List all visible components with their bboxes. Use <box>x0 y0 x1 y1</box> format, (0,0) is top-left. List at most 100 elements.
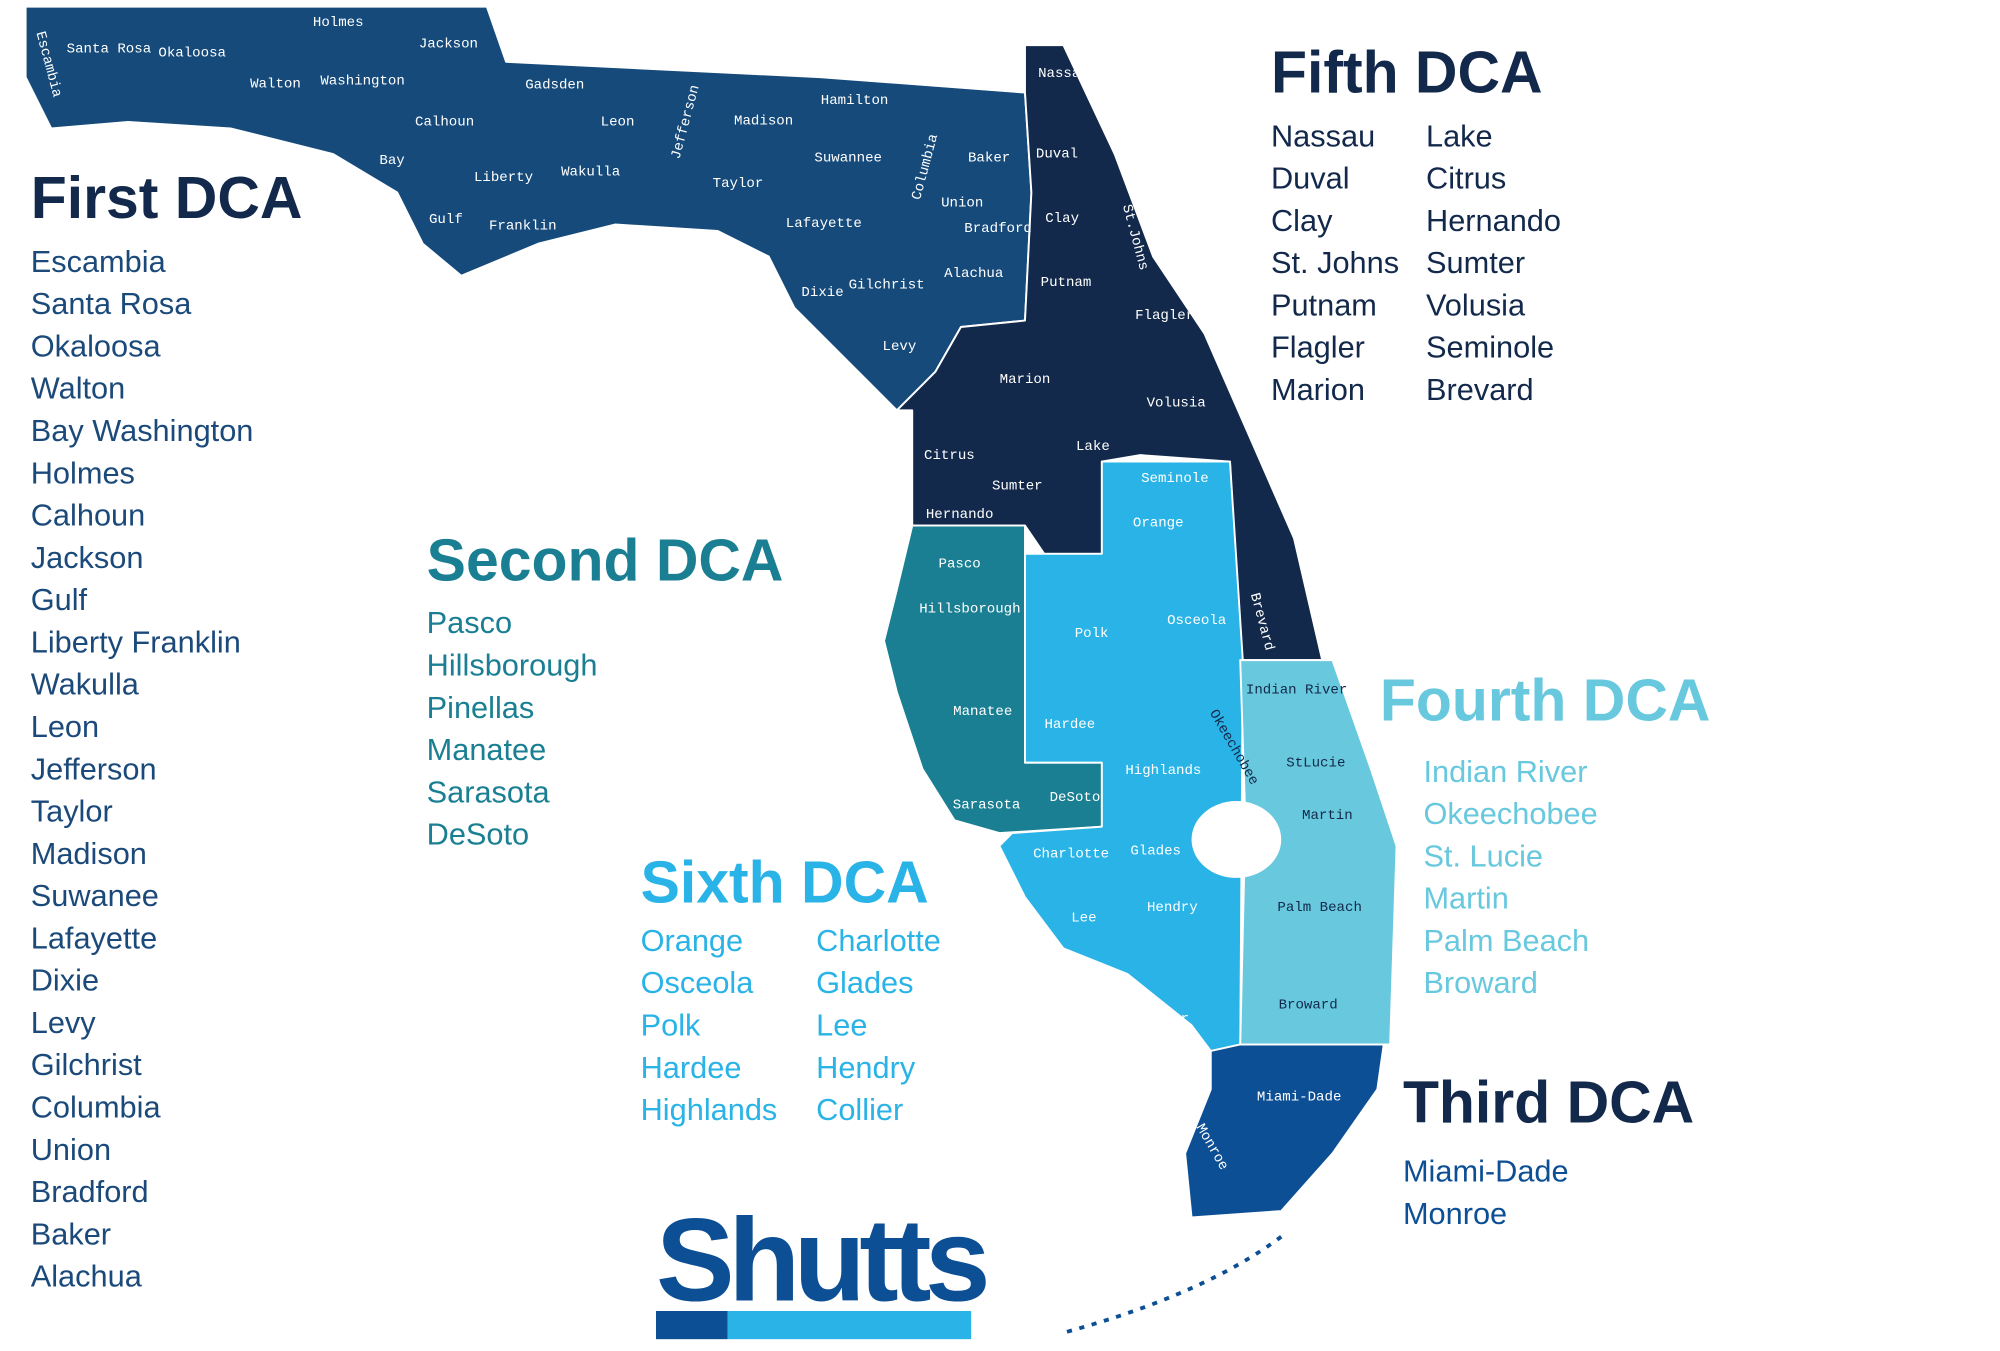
county-item: Jefferson <box>31 751 157 786</box>
regions <box>24 5 1398 1335</box>
county-label: Glades <box>1130 844 1181 860</box>
county-label: Highlands <box>1125 763 1201 779</box>
county-label: Alachua <box>944 266 1003 282</box>
county-label: Osceola <box>1167 613 1226 629</box>
county-item: Leon <box>31 709 99 744</box>
county-item: St. Johns <box>1271 245 1399 280</box>
district-title: First DCA <box>31 166 303 231</box>
county-item: Pinellas <box>427 690 535 725</box>
county-item: Nassau <box>1271 118 1375 153</box>
county-label: Franklin <box>489 219 557 235</box>
county-item: DeSoto <box>427 817 530 852</box>
county-item: Wakulla <box>31 667 140 702</box>
county-label: Pasco <box>939 557 981 573</box>
florida-keys <box>1062 1235 1283 1335</box>
county-label: Duval <box>1036 147 1078 163</box>
county-label: Lee <box>1071 910 1096 926</box>
county-item: Columbia <box>31 1090 162 1125</box>
county-label: Liberty <box>474 170 533 186</box>
county-item: Manatee <box>427 732 547 767</box>
county-item: Brevard <box>1426 372 1534 407</box>
logo-text: Shutts <box>656 1194 986 1326</box>
county-item: Walton <box>31 371 126 406</box>
county-label: Indian River <box>1246 682 1347 698</box>
county-label: Lake <box>1076 439 1110 455</box>
county-item: Jackson <box>31 540 144 575</box>
county-label: Calhoun <box>415 115 474 131</box>
county-item: Martin <box>1423 881 1508 916</box>
county-label: Clay <box>1045 211 1079 227</box>
county-item: Clay <box>1271 203 1333 238</box>
county-label: Gadsden <box>525 78 584 94</box>
district-title: Fourth DCA <box>1380 668 1711 733</box>
county-item: Alachua <box>31 1259 143 1294</box>
county-item: Palm Beach <box>1423 923 1589 958</box>
district-lists: First DCA Escambia Santa Rosa Okaloosa Walto… <box>31 41 1711 1294</box>
county-label: Taylor <box>713 176 764 192</box>
county-item: Monroe <box>1403 1196 1507 1231</box>
county-label: Charlotte <box>1033 846 1109 862</box>
county-label: Gilchrist <box>849 277 925 293</box>
county-label: Baker <box>968 151 1010 167</box>
county-label: Broward <box>1279 997 1338 1013</box>
county-item: Highlands <box>641 1092 778 1127</box>
county-label: Seminole <box>1141 471 1209 487</box>
county-item: Calhoun <box>31 498 145 533</box>
county-label: Suwannee <box>814 151 882 167</box>
county-label: Madison <box>734 113 793 129</box>
county-item: Taylor <box>31 794 113 829</box>
county-label: Washington <box>320 74 404 90</box>
county-label: Polk <box>1075 626 1109 642</box>
district-title: Fifth DCA <box>1271 41 1543 106</box>
county-label: DeSoto <box>1050 790 1101 806</box>
county-label: StLucie <box>1286 755 1345 771</box>
county-item: Okaloosa <box>31 328 162 363</box>
county-label: Okaloosa <box>158 46 226 62</box>
district-title: Third DCA <box>1403 1071 1694 1136</box>
county-label: Jackson <box>419 37 478 53</box>
logo-bar-light <box>727 1310 972 1340</box>
county-item: Duval <box>1271 161 1350 196</box>
county-label: Orange <box>1133 516 1184 532</box>
county-label: Miami-Dade <box>1257 1090 1341 1106</box>
county-label: Marion <box>1000 372 1051 388</box>
logo-bar-dark <box>655 1310 728 1340</box>
county-item: Seminole <box>1426 330 1554 365</box>
county-item: Levy <box>31 1005 97 1040</box>
county-item: Baker <box>31 1216 111 1251</box>
county-label: Sumter <box>992 479 1043 495</box>
lake-okeechobee <box>1191 801 1282 878</box>
county-item: Hendry <box>816 1050 916 1085</box>
county-item: Hernando <box>1426 203 1561 238</box>
county-item: Holmes <box>31 455 135 490</box>
county-item: Lafayette <box>31 920 157 955</box>
county-label: Union <box>941 195 983 211</box>
county-item: Hardee <box>641 1050 742 1085</box>
county-item: Bay Washington <box>31 413 254 448</box>
sixth-dca-region <box>998 460 1244 1052</box>
county-label: Citrus <box>924 448 975 464</box>
county-item: Sarasota <box>427 774 551 809</box>
county-item: Charlotte <box>816 923 941 958</box>
county-item: Glades <box>816 965 913 1000</box>
district-title: Second DCA <box>427 529 784 594</box>
county-label: Santa Rosa <box>67 42 151 58</box>
county-item: Bradford <box>31 1174 149 1209</box>
county-label: Collier <box>1130 1012 1189 1028</box>
county-label: Gulf <box>429 212 463 228</box>
county-item: Sumter <box>1426 245 1525 280</box>
county-item: Suwanee <box>31 878 159 913</box>
county-label: Sarasota <box>953 798 1021 814</box>
county-label: Manatee <box>953 704 1012 720</box>
logo: Shutts <box>655 1194 992 1340</box>
county-label: Leon <box>601 115 635 131</box>
county-item: Escambia <box>31 244 167 279</box>
county-label: Bradford <box>964 221 1032 237</box>
county-item: Indian River <box>1423 754 1587 789</box>
county-label: Nassau <box>1038 66 1089 82</box>
county-label: Hernando <box>926 507 994 523</box>
county-item: Orange <box>641 923 744 958</box>
county-item: Collier <box>816 1092 903 1127</box>
